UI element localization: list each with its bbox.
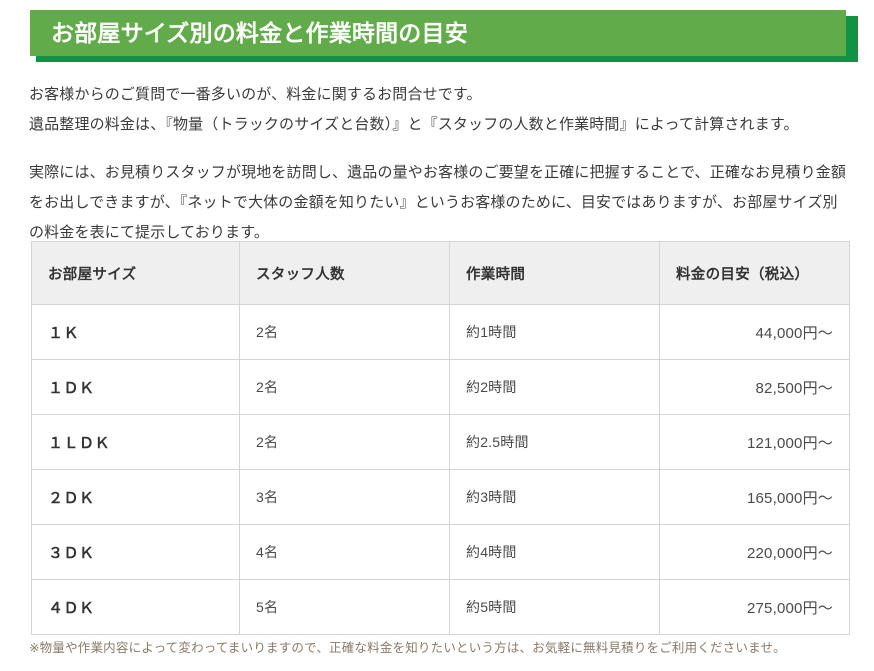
cell-work-time: 約5時間 (449, 579, 660, 635)
cell-price: 165,000円～ (659, 469, 850, 525)
table-row: １Ｋ 2名 約1時間 44,000円～ (31, 304, 850, 360)
table-footnote: ※物量や作業内容によって変わってまいりますので、正確な料金を知りたいという方は、… (29, 641, 786, 655)
cell-staff-count: 2名 (239, 359, 450, 415)
column-header-staff-count: スタッフ人数 (239, 241, 450, 305)
cell-price: 44,000円～ (659, 304, 850, 360)
cell-room-size: ４ＤＫ (31, 579, 240, 635)
column-header-work-time: 作業時間 (449, 241, 660, 305)
banner-box: お部屋サイズ別の料金と作業時間の目安 (30, 10, 846, 56)
cell-staff-count: 2名 (239, 304, 450, 360)
cell-room-size: １ＤＫ (31, 359, 240, 415)
cell-staff-count: 4名 (239, 524, 450, 580)
cell-work-time: 約1時間 (449, 304, 660, 360)
pricing-table: お部屋サイズ スタッフ人数 作業時間 料金の目安（税込） １Ｋ 2名 約1時間 … (31, 241, 850, 635)
column-header-room-size: お部屋サイズ (31, 241, 240, 305)
intro-paragraph-2: 実際には、お見積りスタッフが現地を訪問し、遺品の量やお客様のご要望を正確に把握す… (29, 164, 847, 241)
table-row: ４ＤＫ 5名 約5時間 275,000円～ (31, 579, 850, 635)
cell-room-size: １ＬＤＫ (31, 414, 240, 470)
cell-room-size: ２ＤＫ (31, 469, 240, 525)
pricing-table-body: １Ｋ 2名 約1時間 44,000円～ １ＤＫ 2名 約2時間 82,500円～… (31, 304, 850, 635)
pricing-table-head: お部屋サイズ スタッフ人数 作業時間 料金の目安（税込） (31, 241, 850, 305)
intro-paragraph-1: お客様からのご質問で一番多いのが、料金に関するお問合せです。 遺品整理の料金は、… (29, 86, 799, 133)
table-row: １ＬＤＫ 2名 約2.5時間 121,000円～ (31, 414, 850, 470)
cell-work-time: 約2時間 (449, 359, 660, 415)
table-header-row: お部屋サイズ スタッフ人数 作業時間 料金の目安（税込） (31, 241, 850, 305)
cell-work-time: 約4時間 (449, 524, 660, 580)
cell-staff-count: 2名 (239, 414, 450, 470)
intro-text-block: お客様からのご質問で一番多いのが、料金に関するお問合せです。 遺品整理の料金は、… (29, 80, 851, 248)
table-row: ３ＤＫ 4名 約4時間 220,000円～ (31, 524, 850, 580)
cell-staff-count: 5名 (239, 579, 450, 635)
cell-price: 275,000円～ (659, 579, 850, 635)
section-heading-banner: お部屋サイズ別の料金と作業時間の目安 (30, 10, 858, 62)
table-row: ２ＤＫ 3名 約3時間 165,000円～ (31, 469, 850, 525)
table-row: １ＤＫ 2名 約2時間 82,500円～ (31, 359, 850, 415)
cell-price: 121,000円～ (659, 414, 850, 470)
cell-work-time: 約3時間 (449, 469, 660, 525)
column-header-price: 料金の目安（税込） (659, 241, 850, 305)
cell-work-time: 約2.5時間 (449, 414, 660, 470)
cell-staff-count: 3名 (239, 469, 450, 525)
cell-room-size: １Ｋ (31, 304, 240, 360)
cell-price: 220,000円～ (659, 524, 850, 580)
page-title: お部屋サイズ別の料金と作業時間の目安 (51, 19, 468, 46)
cell-price: 82,500円～ (659, 359, 850, 415)
cell-room-size: ３ＤＫ (31, 524, 240, 580)
